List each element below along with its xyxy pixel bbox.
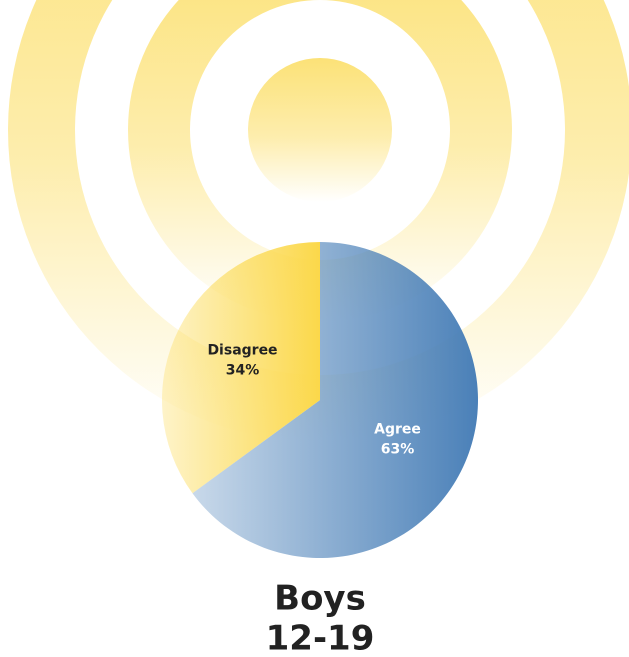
pie-slice xyxy=(162,242,320,494)
center-disk xyxy=(248,58,392,202)
pie-slice xyxy=(192,242,479,558)
value-label: 63% xyxy=(381,441,415,457)
background-rings xyxy=(8,0,629,442)
slice-label: Disagree xyxy=(207,343,277,359)
chart-title: Boys xyxy=(274,579,366,619)
chart-subtitle: 12-19 xyxy=(266,619,375,657)
outer-ring xyxy=(8,0,629,442)
slice-label: Agree xyxy=(374,421,421,437)
middle-ring xyxy=(128,0,512,322)
value-label: 34% xyxy=(226,363,260,379)
